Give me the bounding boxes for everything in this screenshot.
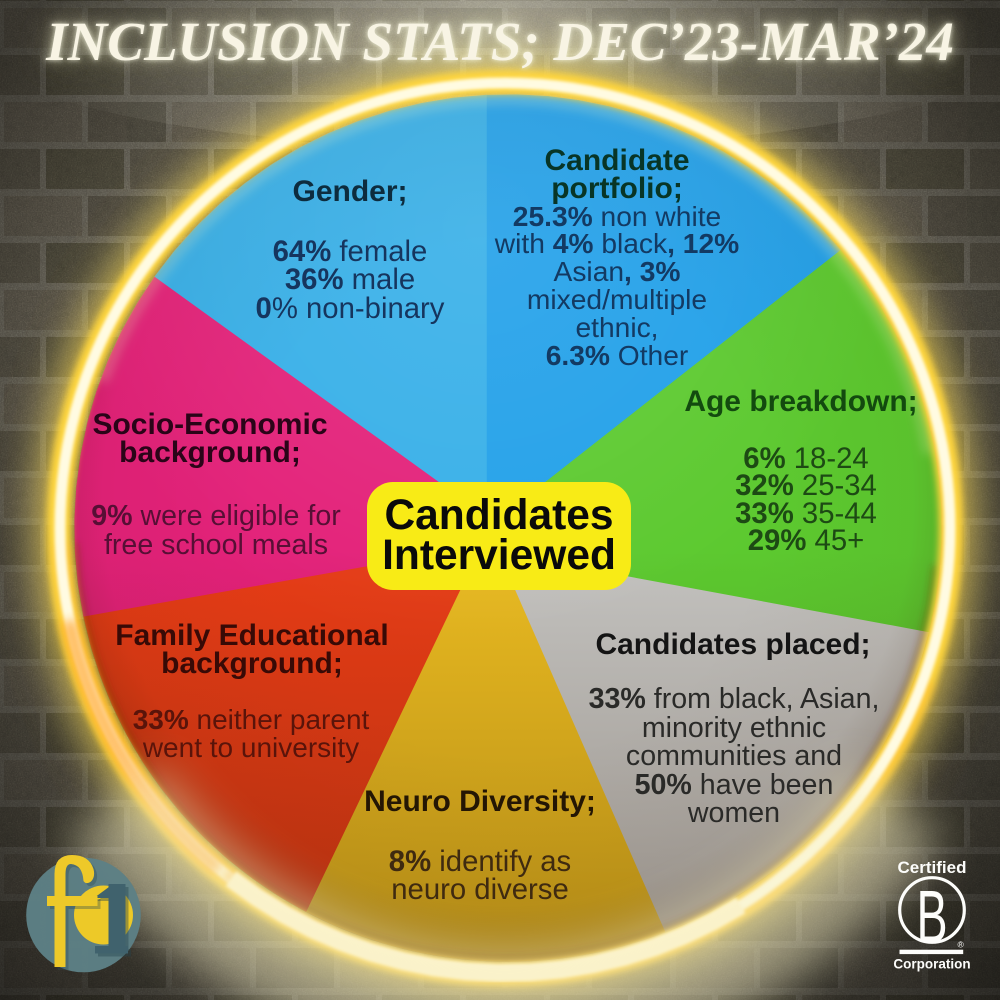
- svg-text:®: ®: [958, 940, 965, 950]
- svg-text:Certified: Certified: [898, 858, 967, 877]
- svg-text:B: B: [916, 876, 947, 959]
- svg-text:Corporation: Corporation: [893, 957, 970, 972]
